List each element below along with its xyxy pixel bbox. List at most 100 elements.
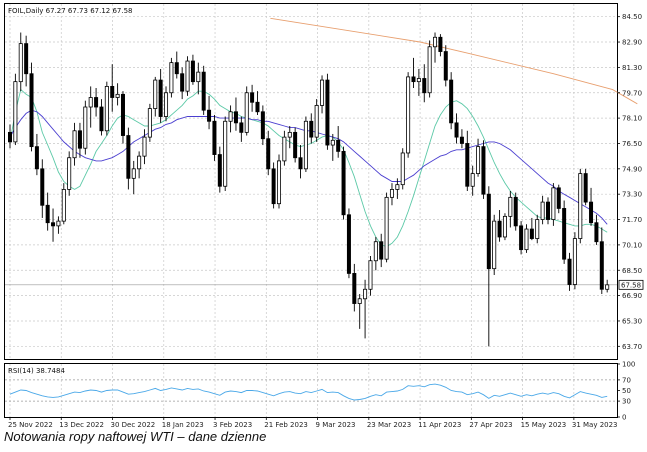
chart-caption: Notowania ropy naftowej WTI – dane dzien… — [4, 429, 267, 444]
candle — [72, 122, 77, 166]
price-tick-label: 76.50 — [622, 140, 642, 148]
candle-body-up — [508, 196, 513, 217]
moving-average-mid — [9, 109, 608, 225]
candle — [583, 168, 588, 206]
candle-body-up — [320, 79, 325, 106]
price-tick-label: 78.10 — [622, 115, 642, 123]
candle — [29, 62, 34, 152]
candle — [217, 146, 222, 193]
candle-body-up — [223, 120, 228, 187]
candle-body-up — [282, 136, 287, 162]
candle-body-up — [169, 62, 174, 94]
candle — [201, 65, 206, 115]
candle-body-down — [260, 111, 265, 140]
candle-body-up — [164, 92, 169, 117]
candle-body-up — [303, 120, 308, 170]
moving-average-layer — [9, 17, 638, 247]
candle-body-down — [594, 222, 599, 243]
candle-body-down — [207, 109, 212, 122]
candle — [287, 126, 292, 149]
candle — [282, 130, 287, 166]
candle-body-down — [352, 273, 357, 304]
candle-body-down — [481, 146, 486, 195]
candle — [153, 76, 158, 117]
candle — [190, 54, 195, 85]
candle-body-up — [13, 81, 18, 143]
candle-body-up — [287, 131, 292, 138]
candle-body-up — [314, 105, 319, 138]
candle-body-up — [502, 215, 507, 238]
candle-body-down — [583, 173, 588, 203]
rsi-header: RSI(14) 38.7484 — [8, 367, 65, 375]
candle-body-up — [137, 155, 142, 170]
candle — [212, 114, 217, 161]
price-tick-label: 74.90 — [622, 165, 642, 173]
candle — [411, 57, 416, 88]
candle — [298, 145, 303, 179]
candle — [406, 72, 411, 158]
candle — [24, 35, 29, 87]
candle — [352, 263, 357, 312]
candle — [196, 62, 201, 95]
candle-body-down — [201, 71, 206, 111]
candle — [18, 32, 23, 92]
candle — [433, 32, 438, 63]
candle-body-down — [325, 79, 330, 146]
moving-average-long — [270, 17, 638, 105]
candle — [180, 67, 185, 100]
price-tick-label: 81.30 — [622, 64, 642, 72]
candle — [67, 151, 72, 196]
price-tick-label: 84.50 — [622, 13, 642, 21]
candle-body-down — [459, 136, 464, 144]
candle-body-up — [147, 108, 152, 138]
candle — [535, 214, 540, 244]
candle — [599, 227, 604, 295]
date-tick-label: 23 Mar 2023 — [367, 421, 411, 429]
candle — [567, 252, 572, 291]
candle — [325, 73, 330, 150]
candle-body-up — [104, 86, 109, 132]
candle-body-up — [389, 189, 394, 198]
candle — [492, 214, 497, 276]
candle — [77, 122, 82, 158]
candle-body-down — [486, 193, 491, 270]
date-tick-label: 15 May 2023 — [521, 421, 567, 429]
candle — [395, 178, 400, 199]
main-grid — [5, 4, 617, 359]
candle-body-down — [546, 201, 551, 220]
candle-body-up — [228, 111, 233, 122]
candle-body-down — [99, 106, 104, 132]
candle — [459, 129, 464, 149]
candle — [389, 183, 394, 206]
candle — [110, 64, 115, 112]
candle-body-down — [529, 228, 534, 239]
candle — [497, 210, 502, 242]
candle-body-up — [384, 196, 389, 260]
candle — [594, 214, 599, 245]
candle — [169, 57, 174, 98]
candle-body-down — [346, 214, 351, 274]
candle-body-down — [174, 62, 179, 75]
candle — [572, 232, 577, 290]
candle — [147, 103, 152, 142]
candle — [529, 217, 534, 241]
rsi-tick-label: 70 — [622, 376, 631, 384]
candle — [470, 165, 475, 196]
candle-body-up — [551, 187, 556, 220]
candle-body-down — [34, 146, 39, 170]
candle — [131, 160, 136, 195]
candle-body-down — [77, 130, 82, 149]
candle — [174, 51, 179, 79]
candle-body-down — [589, 201, 594, 224]
candle-body-up — [330, 139, 335, 146]
candle-body-up — [153, 79, 158, 109]
candle-body-up — [196, 71, 201, 83]
candle-body-up — [142, 136, 147, 157]
candle-body-up — [492, 220, 497, 270]
candle — [373, 236, 378, 271]
candle — [94, 87, 99, 117]
candle — [223, 116, 228, 192]
candle-body-up — [56, 220, 61, 227]
candle-body-up — [535, 219, 540, 239]
instrument-header: FOIL,Daily 67.27 67.73 67.12 67.58 — [8, 7, 133, 15]
